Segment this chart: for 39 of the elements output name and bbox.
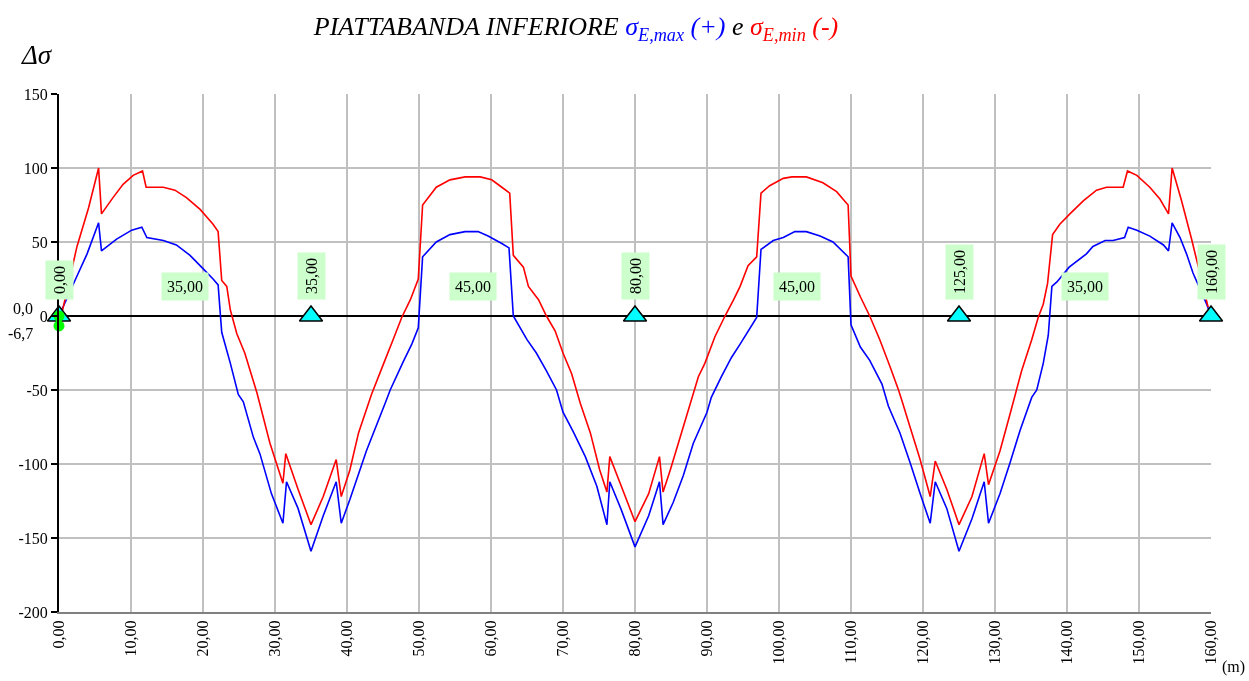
x-tick-label: 30,00 <box>266 620 284 657</box>
x-tick-label: 120,00 <box>914 620 932 665</box>
y-tick-label: -50 <box>26 381 48 399</box>
x-tick-label: 100,00 <box>770 620 788 665</box>
annotation: 45,00 <box>779 278 815 295</box>
x-tick-label: 10,00 <box>122 620 140 657</box>
annotation: 45,00 <box>455 278 491 295</box>
annotation: 35,00 <box>303 258 320 294</box>
annotation: 125,00 <box>951 250 968 294</box>
x-tick-label: 150,00 <box>1130 620 1148 665</box>
data-label: -6,7 <box>8 325 34 342</box>
annotation: 80,00 <box>627 258 644 294</box>
annotation: 160,00 <box>1203 250 1220 294</box>
x-tick-label: 50,00 <box>410 620 428 657</box>
y-tick-label: -200 <box>18 603 48 621</box>
y-tick-label: -100 <box>18 455 48 473</box>
x-tick-label: 80,00 <box>626 620 644 657</box>
y-tick-label: 50 <box>31 233 48 251</box>
y-tick-label: 100 <box>23 159 48 177</box>
x-tick-label: 130,00 <box>986 620 1004 665</box>
data-label: 0,0 <box>13 300 33 317</box>
annotation: 35,00 <box>167 278 203 295</box>
y-axis-title: Δσ <box>21 40 53 70</box>
x-tick-label: 40,00 <box>338 620 356 657</box>
annotation: 35,00 <box>1067 278 1103 295</box>
x-tick-label: 20,00 <box>194 620 212 657</box>
x-tick-label: 60,00 <box>482 620 500 657</box>
x-tick-label: 70,00 <box>554 620 572 657</box>
y-tick-label: 150 <box>23 85 48 103</box>
x-tick-label: 0,00 <box>50 620 68 649</box>
chart-title: PIATTABANDA INFERIORE σ$_{E,max}$ (+) e σ$_{E,min}$ (-) <box>312 12 839 45</box>
x-tick-label: 140,00 <box>1058 620 1076 665</box>
x-tick-label: 90,00 <box>698 620 716 657</box>
x-axis-title: (m) <box>1222 658 1246 676</box>
y-tick-label: -150 <box>18 529 48 547</box>
x-tick-label: 110,00 <box>842 620 860 664</box>
annotation: 0,00 <box>51 266 68 294</box>
x-tick-label: 160,00 <box>1202 620 1220 665</box>
y-tick-label: 0 <box>39 307 48 325</box>
